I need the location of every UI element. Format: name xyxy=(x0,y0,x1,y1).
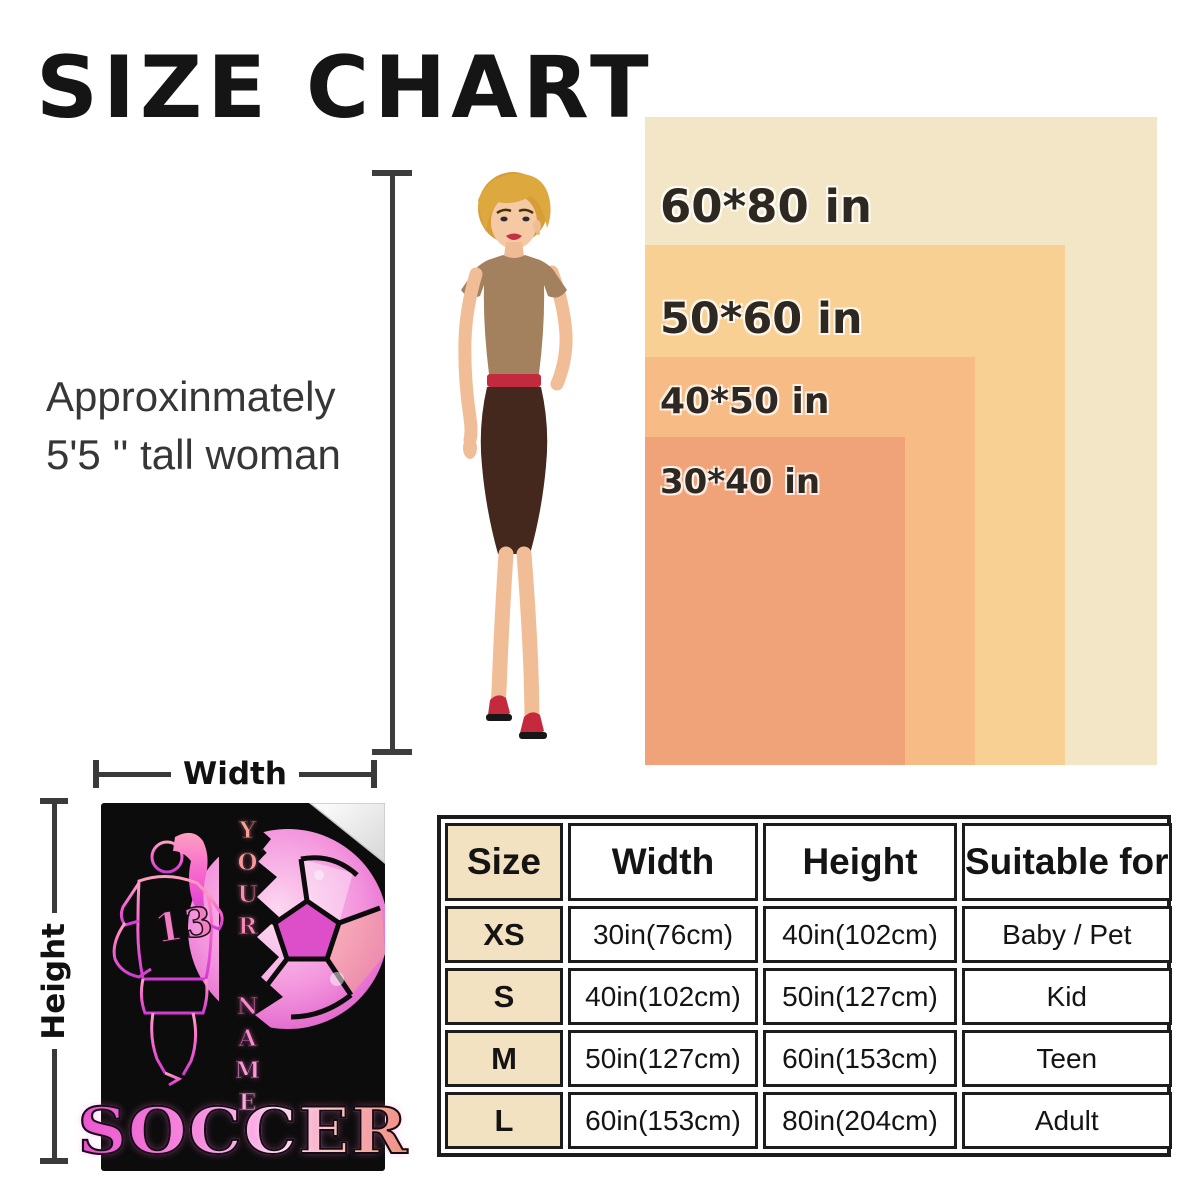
height-arrow-top-segment xyxy=(51,804,57,913)
table-header-suitable: Suitable for xyxy=(962,823,1172,901)
jersey-number: 13 xyxy=(151,897,217,953)
woman-shoe-left xyxy=(488,695,510,718)
soccer-player: 13 xyxy=(112,832,224,1087)
height-arrow-bottom-segment xyxy=(51,1049,57,1158)
ball-torn-edge xyxy=(219,809,283,1043)
soccer-wordmark: SOCCER xyxy=(77,1093,409,1170)
height-measure-arrow: Height xyxy=(34,798,74,1164)
woman-earring xyxy=(536,231,540,235)
table-row-m-height: 60in(153cm) xyxy=(763,1030,957,1087)
woman-leg-left xyxy=(490,546,514,714)
table-row-xs-height: 40in(102cm) xyxy=(763,906,957,963)
size-rect-label-50x60: 50*60 in xyxy=(660,294,863,344)
woman-ear xyxy=(533,220,541,232)
woman-hair-fringe xyxy=(478,173,551,232)
table-row-m-size: M xyxy=(445,1030,563,1087)
table-header-width: Width xyxy=(568,823,758,901)
table-header-height: Height xyxy=(763,823,957,901)
table-row-s-size: S xyxy=(445,968,563,1025)
table-header-size: Size xyxy=(445,823,563,901)
woman-skirt xyxy=(480,387,548,554)
blanket-artwork: 13 xyxy=(101,803,385,1171)
height-arrow-top-tick xyxy=(40,798,68,804)
size-rect-label-30x40: 30*40 in xyxy=(660,462,821,502)
width-arrow-right-tick xyxy=(371,760,377,788)
custom-name-text: YOUR NAME xyxy=(234,817,262,1122)
width-measure-arrow: Width xyxy=(93,756,377,792)
woman-brow-left xyxy=(496,208,512,215)
table-row-m-suitable: Teen xyxy=(962,1030,1172,1087)
table-row-l-suitable: Adult xyxy=(962,1092,1172,1149)
woman-arm-left xyxy=(458,267,483,447)
woman-brow-right xyxy=(518,208,534,215)
width-label: Width xyxy=(183,756,287,792)
woman-leg-right xyxy=(516,546,540,730)
table-row-s-height: 50in(127cm) xyxy=(763,968,957,1025)
woman-lips xyxy=(506,233,522,240)
page-title: SIZE CHART xyxy=(36,38,654,138)
width-arrow-left-segment xyxy=(99,771,172,777)
height-arrow-bottom-tick xyxy=(40,1158,68,1164)
height-note: Approxinmately 5'5 '' tall woman xyxy=(46,368,341,484)
table-row-l-size: L xyxy=(445,1092,563,1149)
custom-name-word1: YOUR xyxy=(234,817,262,946)
woman-illustration xyxy=(458,172,573,739)
table-row-l-width: 60in(153cm) xyxy=(568,1092,758,1149)
custom-name-word2: NAME xyxy=(234,993,262,1122)
table-row-l-height: 80in(204cm) xyxy=(763,1092,957,1149)
woman-hand-left xyxy=(463,437,477,459)
woman-eye-right xyxy=(522,216,530,222)
table-row-xs-size: XS xyxy=(445,906,563,963)
table-row-m-width: 50in(127cm) xyxy=(568,1030,758,1087)
woman-top xyxy=(461,255,567,374)
height-label: Height xyxy=(36,922,72,1040)
woman-eye-left xyxy=(500,216,508,222)
height-note-line1: Approxinmately xyxy=(46,373,336,420)
size-rect-label-60x80: 60*80 in xyxy=(660,180,872,233)
woman-face xyxy=(491,195,537,249)
table-row-s-suitable: Kid xyxy=(962,968,1172,1025)
table-row-xs-width: 30in(76cm) xyxy=(568,906,758,963)
woman-shoe-right xyxy=(520,712,544,736)
woman-measure-line xyxy=(372,170,412,755)
woman-shoe-right-sole xyxy=(519,732,547,739)
height-note-line2: 5'5 '' tall woman xyxy=(46,430,341,478)
size-rect-label-40x50: 40*50 in xyxy=(660,381,830,422)
width-arrow-left-tick xyxy=(93,760,99,788)
blanket-folded-corner xyxy=(308,803,385,864)
measure-line-top-cap xyxy=(372,170,412,176)
woman-shoe-left-sole xyxy=(486,714,512,721)
size-table: Size Width Height Suitable for XS 30in(7… xyxy=(437,815,1172,1157)
blanket-product-image: 13 YOUR NAME SOCCER xyxy=(77,803,408,1171)
measure-line-bar xyxy=(389,176,395,749)
size-rect-30x40 xyxy=(645,437,905,765)
table-row-s-width: 40in(102cm) xyxy=(568,968,758,1025)
measure-line-bottom-cap xyxy=(372,749,412,755)
table-row-xs-suitable: Baby / Pet xyxy=(962,906,1172,963)
woman-belt xyxy=(487,374,541,387)
width-arrow-right-segment xyxy=(298,771,371,777)
